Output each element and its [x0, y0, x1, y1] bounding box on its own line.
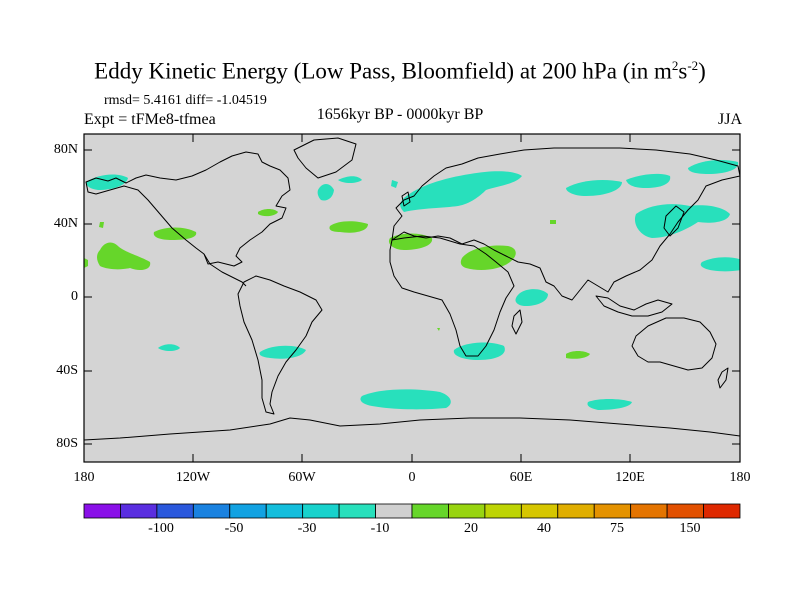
- positive-anomaly-patches: [84, 209, 590, 359]
- lon-label-180e: 180: [729, 470, 751, 485]
- anomaly-patch: [634, 204, 730, 238]
- lon-label-120e: 120E: [615, 470, 645, 485]
- anomaly-patch: [84, 258, 88, 268]
- coast-new-zealand: [717, 367, 729, 389]
- coast-africa: [389, 235, 515, 357]
- anomaly-patch: [338, 176, 362, 183]
- anomaly-patch: [566, 351, 590, 359]
- coast-british-isles: [401, 191, 411, 207]
- colorbar-box: [411, 503, 449, 519]
- colorbar-label: -30: [297, 521, 317, 536]
- lat-label-40s: 40S: [56, 363, 78, 378]
- colorbar-box: [520, 503, 559, 519]
- anomaly-patch: [688, 160, 739, 174]
- coast-central-america: [203, 253, 247, 287]
- colorbar-box: [302, 503, 340, 519]
- colorbar-label: 75: [610, 521, 624, 536]
- anomaly-patch: [460, 245, 516, 270]
- coast-australia: [631, 317, 717, 371]
- coast-antarctica: [84, 417, 740, 441]
- colorbar-box: [484, 503, 522, 519]
- experiment-label: Expt = tFMe8-tfmea: [84, 111, 216, 128]
- colorbar-box: [338, 503, 376, 519]
- coast-indonesia: [595, 295, 673, 317]
- colorbar-box: [375, 503, 413, 519]
- colorbar-box: [156, 503, 194, 519]
- anomaly-patch: [700, 257, 740, 272]
- lat-label-80n: 80N: [53, 142, 78, 157]
- colorbar: [83, 503, 741, 519]
- lon-label-60e: 60E: [509, 470, 533, 485]
- colorbar-box: [557, 503, 595, 519]
- anomaly-patch: [97, 242, 151, 270]
- anomaly-patch: [158, 344, 180, 351]
- colorbar-box: [448, 503, 486, 519]
- anomaly-patch: [360, 389, 451, 410]
- colorbar-box: [265, 503, 304, 519]
- anomaly-patch: [550, 220, 556, 224]
- period-label: 1656kyr BP - 0000kyr BP: [316, 106, 484, 123]
- anomaly-patch: [317, 184, 334, 201]
- negative-anomaly-patches: [86, 160, 740, 410]
- anomaly-patch: [566, 180, 622, 196]
- colorbar-box: [120, 503, 158, 519]
- lat-label-80s: 80S: [56, 436, 78, 451]
- colorbar-label: 20: [464, 521, 478, 536]
- colorbar-label: 150: [679, 521, 701, 536]
- anomaly-patch: [99, 222, 104, 228]
- anomaly-patch: [587, 399, 632, 410]
- colorbar-box: [83, 503, 121, 519]
- anomaly-patch: [153, 227, 197, 240]
- anomaly-layer: [84, 160, 740, 410]
- anomaly-patch: [391, 180, 398, 188]
- colorbar-box: [593, 503, 632, 519]
- colorbar-label: 40: [537, 521, 551, 536]
- colorbar-label: -50: [224, 521, 244, 536]
- colorbar-label: -100: [148, 521, 174, 536]
- colorbar-box: [703, 503, 741, 519]
- anomaly-patch: [258, 209, 278, 217]
- lon-label-0: 0: [408, 470, 416, 485]
- anomaly-patch: [437, 328, 440, 331]
- coast-madagascar: [511, 309, 523, 335]
- lon-label-120w: 120W: [175, 470, 211, 485]
- colorbar-box: [666, 503, 704, 519]
- season-label: JJA: [717, 111, 742, 128]
- anomaly-patch: [329, 221, 368, 233]
- lat-label-40n: 40N: [53, 216, 78, 231]
- lon-label-180w: 180: [73, 470, 95, 485]
- colorbar-box: [192, 503, 231, 519]
- plot-title: Eddy Kinetic Energy (Low Pass, Bloomfiel…: [94, 58, 706, 84]
- anomaly-patch: [259, 345, 306, 359]
- colorbar-box: [630, 503, 668, 519]
- colorbar-box: [229, 503, 267, 519]
- coast-north-america: [85, 151, 291, 267]
- coast-south-america: [237, 275, 323, 415]
- lat-ticks: [84, 149, 740, 445]
- lon-label-60w: 60W: [288, 470, 316, 485]
- lon-ticks: [192, 134, 631, 462]
- colorbar-label: -10: [370, 521, 390, 536]
- coast-eurasia: [391, 147, 740, 301]
- anomaly-patch: [626, 173, 671, 188]
- anomaly-patch: [515, 289, 548, 306]
- coast-greenland: [293, 137, 357, 179]
- anomaly-patch: [400, 171, 522, 212]
- coast-japan: [663, 205, 685, 237]
- lat-label-0: 0: [71, 289, 78, 304]
- stats-text: rmsd= 5.4161 diff= -1.04519: [104, 93, 267, 108]
- coastlines: [84, 137, 740, 441]
